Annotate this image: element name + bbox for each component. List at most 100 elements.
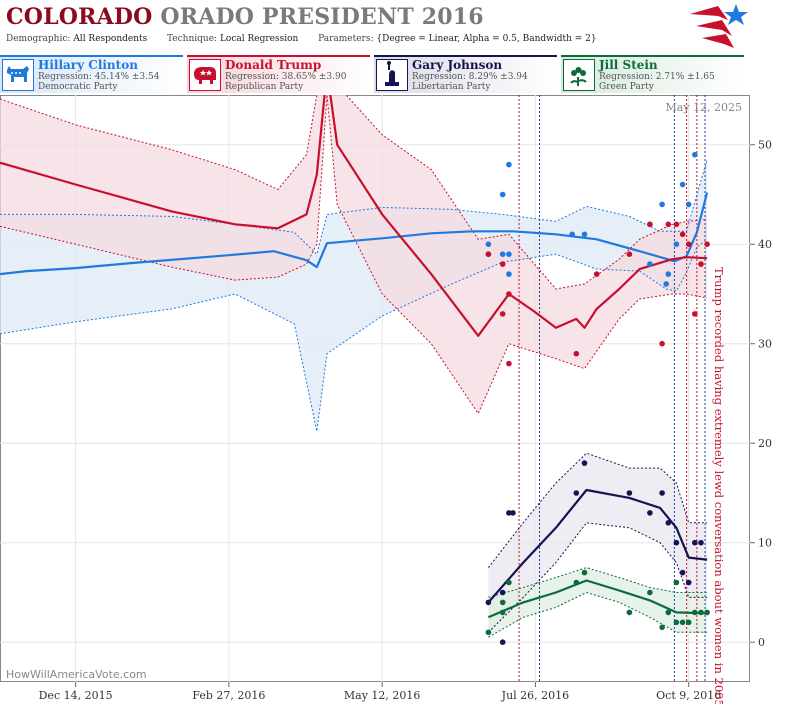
technique-value: Local Regression bbox=[219, 34, 299, 44]
poll-regression-chart: 0 10 20 30 40 50 Dec 14, 2015 Feb 27, 2016 May … bbox=[0, 95, 772, 704]
poll-point bbox=[499, 609, 506, 616]
band-upper-line bbox=[488, 567, 708, 598]
x-tick-label: Oct 9, 2016 bbox=[656, 689, 721, 702]
band-upper-line bbox=[0, 95, 708, 290]
candidate-name: Donald Trump bbox=[225, 58, 322, 72]
poll-point bbox=[665, 520, 672, 526]
band-lower-line bbox=[488, 591, 708, 638]
candidate-name: Jill Stein bbox=[599, 58, 658, 72]
poll-point bbox=[704, 609, 710, 616]
y-tick-label: 50 bbox=[758, 139, 772, 152]
technique-label: Technique: bbox=[167, 34, 218, 44]
poll-point bbox=[506, 271, 512, 277]
poll-point bbox=[499, 639, 506, 645]
poll-point bbox=[506, 579, 512, 586]
flower-icon bbox=[563, 59, 595, 91]
poll-point bbox=[581, 460, 588, 466]
poll-point bbox=[673, 619, 680, 626]
event-annotation: Trump recorded having extremely lewd con… bbox=[712, 267, 726, 704]
poll-point bbox=[506, 251, 512, 257]
poll-point bbox=[673, 241, 680, 247]
confidence-band bbox=[488, 453, 708, 633]
parameters-bar: Demographic: All Respondents Technique: … bbox=[6, 34, 597, 44]
poll-point bbox=[685, 201, 692, 208]
poll-point bbox=[573, 579, 580, 586]
page-title: COLORADO ORADO PRESIDENT 2016 bbox=[6, 4, 484, 30]
liberty-statue-icon bbox=[376, 59, 408, 91]
poll-point bbox=[698, 261, 704, 267]
trend-lines bbox=[0, 95, 709, 619]
y-axis: 0 10 20 30 40 50 bbox=[750, 139, 772, 649]
poll-point bbox=[665, 609, 672, 616]
poll-point bbox=[647, 221, 653, 228]
poll-point bbox=[647, 261, 653, 267]
title-state: COLORADO bbox=[6, 4, 153, 30]
poll-point bbox=[499, 599, 506, 606]
title-rest: ORADO PRESIDENT 2016 bbox=[160, 4, 484, 30]
poll-point bbox=[685, 579, 692, 586]
poll-point bbox=[626, 251, 633, 257]
poll-point bbox=[692, 151, 698, 158]
confidence-band bbox=[488, 567, 708, 638]
poll-point bbox=[485, 251, 492, 257]
band-boundaries bbox=[0, 95, 708, 638]
poll-point bbox=[692, 311, 698, 317]
watermark: HowWillAmericaVote.com bbox=[6, 668, 147, 681]
poll-point bbox=[499, 261, 506, 267]
poll-point bbox=[659, 624, 665, 631]
poll-point bbox=[704, 241, 710, 247]
y-tick-label: 30 bbox=[758, 338, 772, 351]
x-axis: Dec 14, 2015 Feb 27, 2016 May 12, 2016 Jul … bbox=[39, 682, 721, 702]
poll-point bbox=[506, 360, 512, 367]
x-tick-label: Jul 26, 2016 bbox=[501, 689, 570, 702]
poll-point bbox=[581, 231, 588, 238]
y-tick-label: 40 bbox=[758, 238, 772, 251]
candidate-regression: Regression: 38.65% ±3.90 bbox=[225, 72, 347, 82]
poll-point bbox=[659, 340, 665, 347]
poll-point bbox=[626, 490, 633, 496]
poll-point bbox=[659, 201, 665, 208]
poll-point bbox=[510, 510, 516, 516]
y-tick-label: 20 bbox=[758, 437, 772, 450]
poll-point bbox=[647, 510, 653, 516]
trend-line bbox=[0, 95, 708, 337]
poll-point bbox=[626, 609, 633, 616]
candidate-card-trump: Donald Trump Regression: 38.65% ±3.90 Re… bbox=[187, 55, 370, 93]
band-lower-line bbox=[488, 522, 708, 633]
band-lower-line bbox=[0, 238, 708, 432]
poll-point bbox=[499, 191, 506, 198]
trend-line bbox=[487, 579, 708, 619]
poll-point bbox=[506, 510, 512, 516]
donkey-icon bbox=[2, 59, 34, 91]
demographic-value: All Respondents bbox=[73, 34, 148, 44]
band-lower-line bbox=[0, 95, 708, 415]
poll-point bbox=[506, 291, 512, 297]
candidate-card-clinton: Hillary Clinton Regression: 45.14% ±3.54… bbox=[0, 55, 183, 93]
poll-point bbox=[673, 221, 680, 228]
poll-point bbox=[692, 539, 698, 546]
poll-point bbox=[647, 589, 653, 596]
poll-point bbox=[665, 221, 672, 228]
poll-point bbox=[665, 271, 672, 277]
poll-point bbox=[593, 271, 600, 277]
poll-point bbox=[581, 569, 588, 576]
y-tick-label: 0 bbox=[758, 636, 765, 649]
poll-point bbox=[679, 181, 686, 188]
candidate-card-stein: Jill Stein Regression: 2.71% ±1.65 Green… bbox=[561, 55, 744, 93]
candidate-name: Gary Johnson bbox=[412, 58, 503, 72]
candidate-card-johnson: Gary Johnson Regression: 8.29% ±3.94 Lib… bbox=[374, 55, 557, 93]
band-upper-line bbox=[488, 452, 708, 568]
date-label: May 12, 2025 bbox=[665, 101, 742, 114]
trend-line bbox=[487, 488, 708, 604]
site-logo-icon bbox=[690, 4, 748, 48]
poll-point bbox=[573, 490, 580, 496]
y-tick-label: 10 bbox=[758, 537, 772, 550]
poll-points bbox=[485, 151, 710, 645]
candidate-party: Libertarian Party bbox=[412, 82, 491, 92]
confidence-bands bbox=[0, 95, 708, 638]
poll-point bbox=[506, 161, 512, 168]
x-tick-label: May 12, 2016 bbox=[344, 689, 421, 702]
poll-point bbox=[679, 231, 686, 238]
poll-point bbox=[698, 609, 704, 616]
x-tick-label: Dec 14, 2015 bbox=[39, 689, 113, 702]
